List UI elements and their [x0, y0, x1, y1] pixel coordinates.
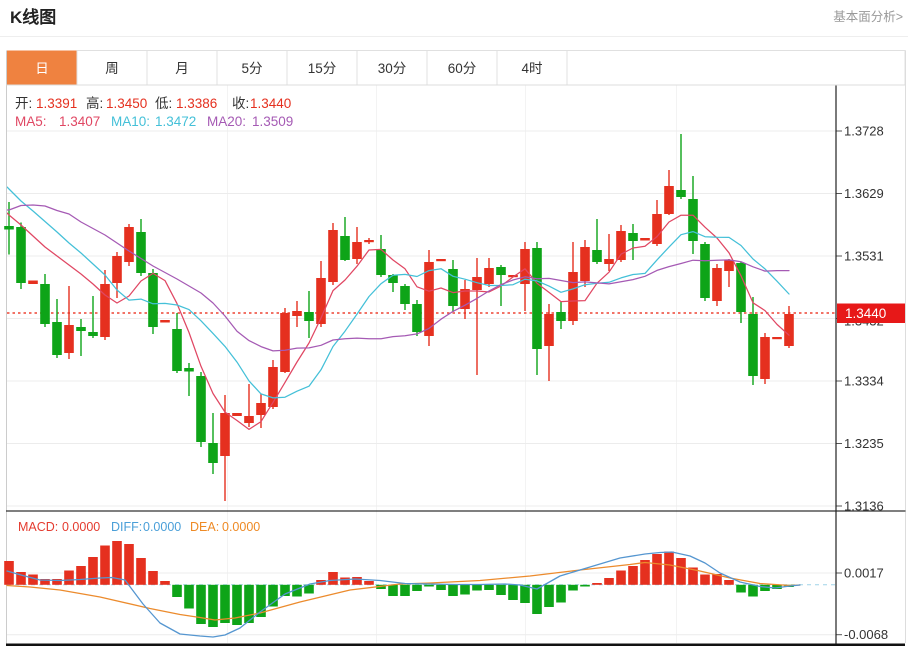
svg-text:1.3235: 1.3235 — [844, 436, 884, 451]
svg-text:月: 月 — [175, 61, 189, 76]
svg-text:1.3450: 1.3450 — [106, 96, 147, 111]
svg-text:30分: 30分 — [378, 61, 407, 76]
svg-text:4时: 4时 — [521, 61, 542, 76]
svg-text:日: 日 — [35, 61, 49, 76]
svg-text:周: 周 — [105, 61, 119, 76]
svg-text:-0.0068: -0.0068 — [844, 627, 888, 642]
svg-text:1.3531: 1.3531 — [844, 249, 884, 264]
svg-text:1.3509: 1.3509 — [252, 114, 293, 129]
svg-text:K线图: K线图 — [10, 7, 56, 27]
svg-text:1.3136: 1.3136 — [844, 499, 884, 514]
svg-text:MACD:: MACD: — [18, 520, 58, 534]
svg-text:1.3440: 1.3440 — [845, 306, 886, 321]
svg-text:收:: 收: — [232, 96, 249, 111]
svg-text:1.3391: 1.3391 — [36, 96, 77, 111]
svg-text:0.0000: 0.0000 — [143, 520, 181, 534]
svg-text:5分: 5分 — [241, 61, 262, 76]
svg-text:DEA:: DEA: — [190, 520, 219, 534]
svg-text:MA20:: MA20: — [207, 114, 246, 129]
svg-text:0.0000: 0.0000 — [222, 520, 260, 534]
svg-text:1.3386: 1.3386 — [176, 96, 217, 111]
svg-text:0.0017: 0.0017 — [844, 566, 884, 581]
svg-text:低:: 低: — [155, 96, 172, 111]
svg-text:15分: 15分 — [308, 61, 337, 76]
svg-text:1.3334: 1.3334 — [844, 374, 884, 389]
svg-text:1.3407: 1.3407 — [59, 114, 100, 129]
svg-text:1.3629: 1.3629 — [844, 186, 884, 201]
svg-text:开:: 开: — [15, 96, 32, 111]
svg-text:高:: 高: — [86, 95, 103, 111]
svg-text:基本面分析>: 基本面分析> — [833, 10, 903, 24]
svg-text:MA5:: MA5: — [15, 114, 47, 129]
svg-text:1.3440: 1.3440 — [250, 96, 291, 111]
svg-text:60分: 60分 — [448, 61, 477, 76]
svg-text:0.0000: 0.0000 — [62, 520, 100, 534]
svg-text:MA10:: MA10: — [111, 114, 150, 129]
svg-text:1.3728: 1.3728 — [844, 124, 884, 139]
svg-text:1.3472: 1.3472 — [155, 114, 196, 129]
svg-text:DIFF:: DIFF: — [111, 520, 142, 534]
